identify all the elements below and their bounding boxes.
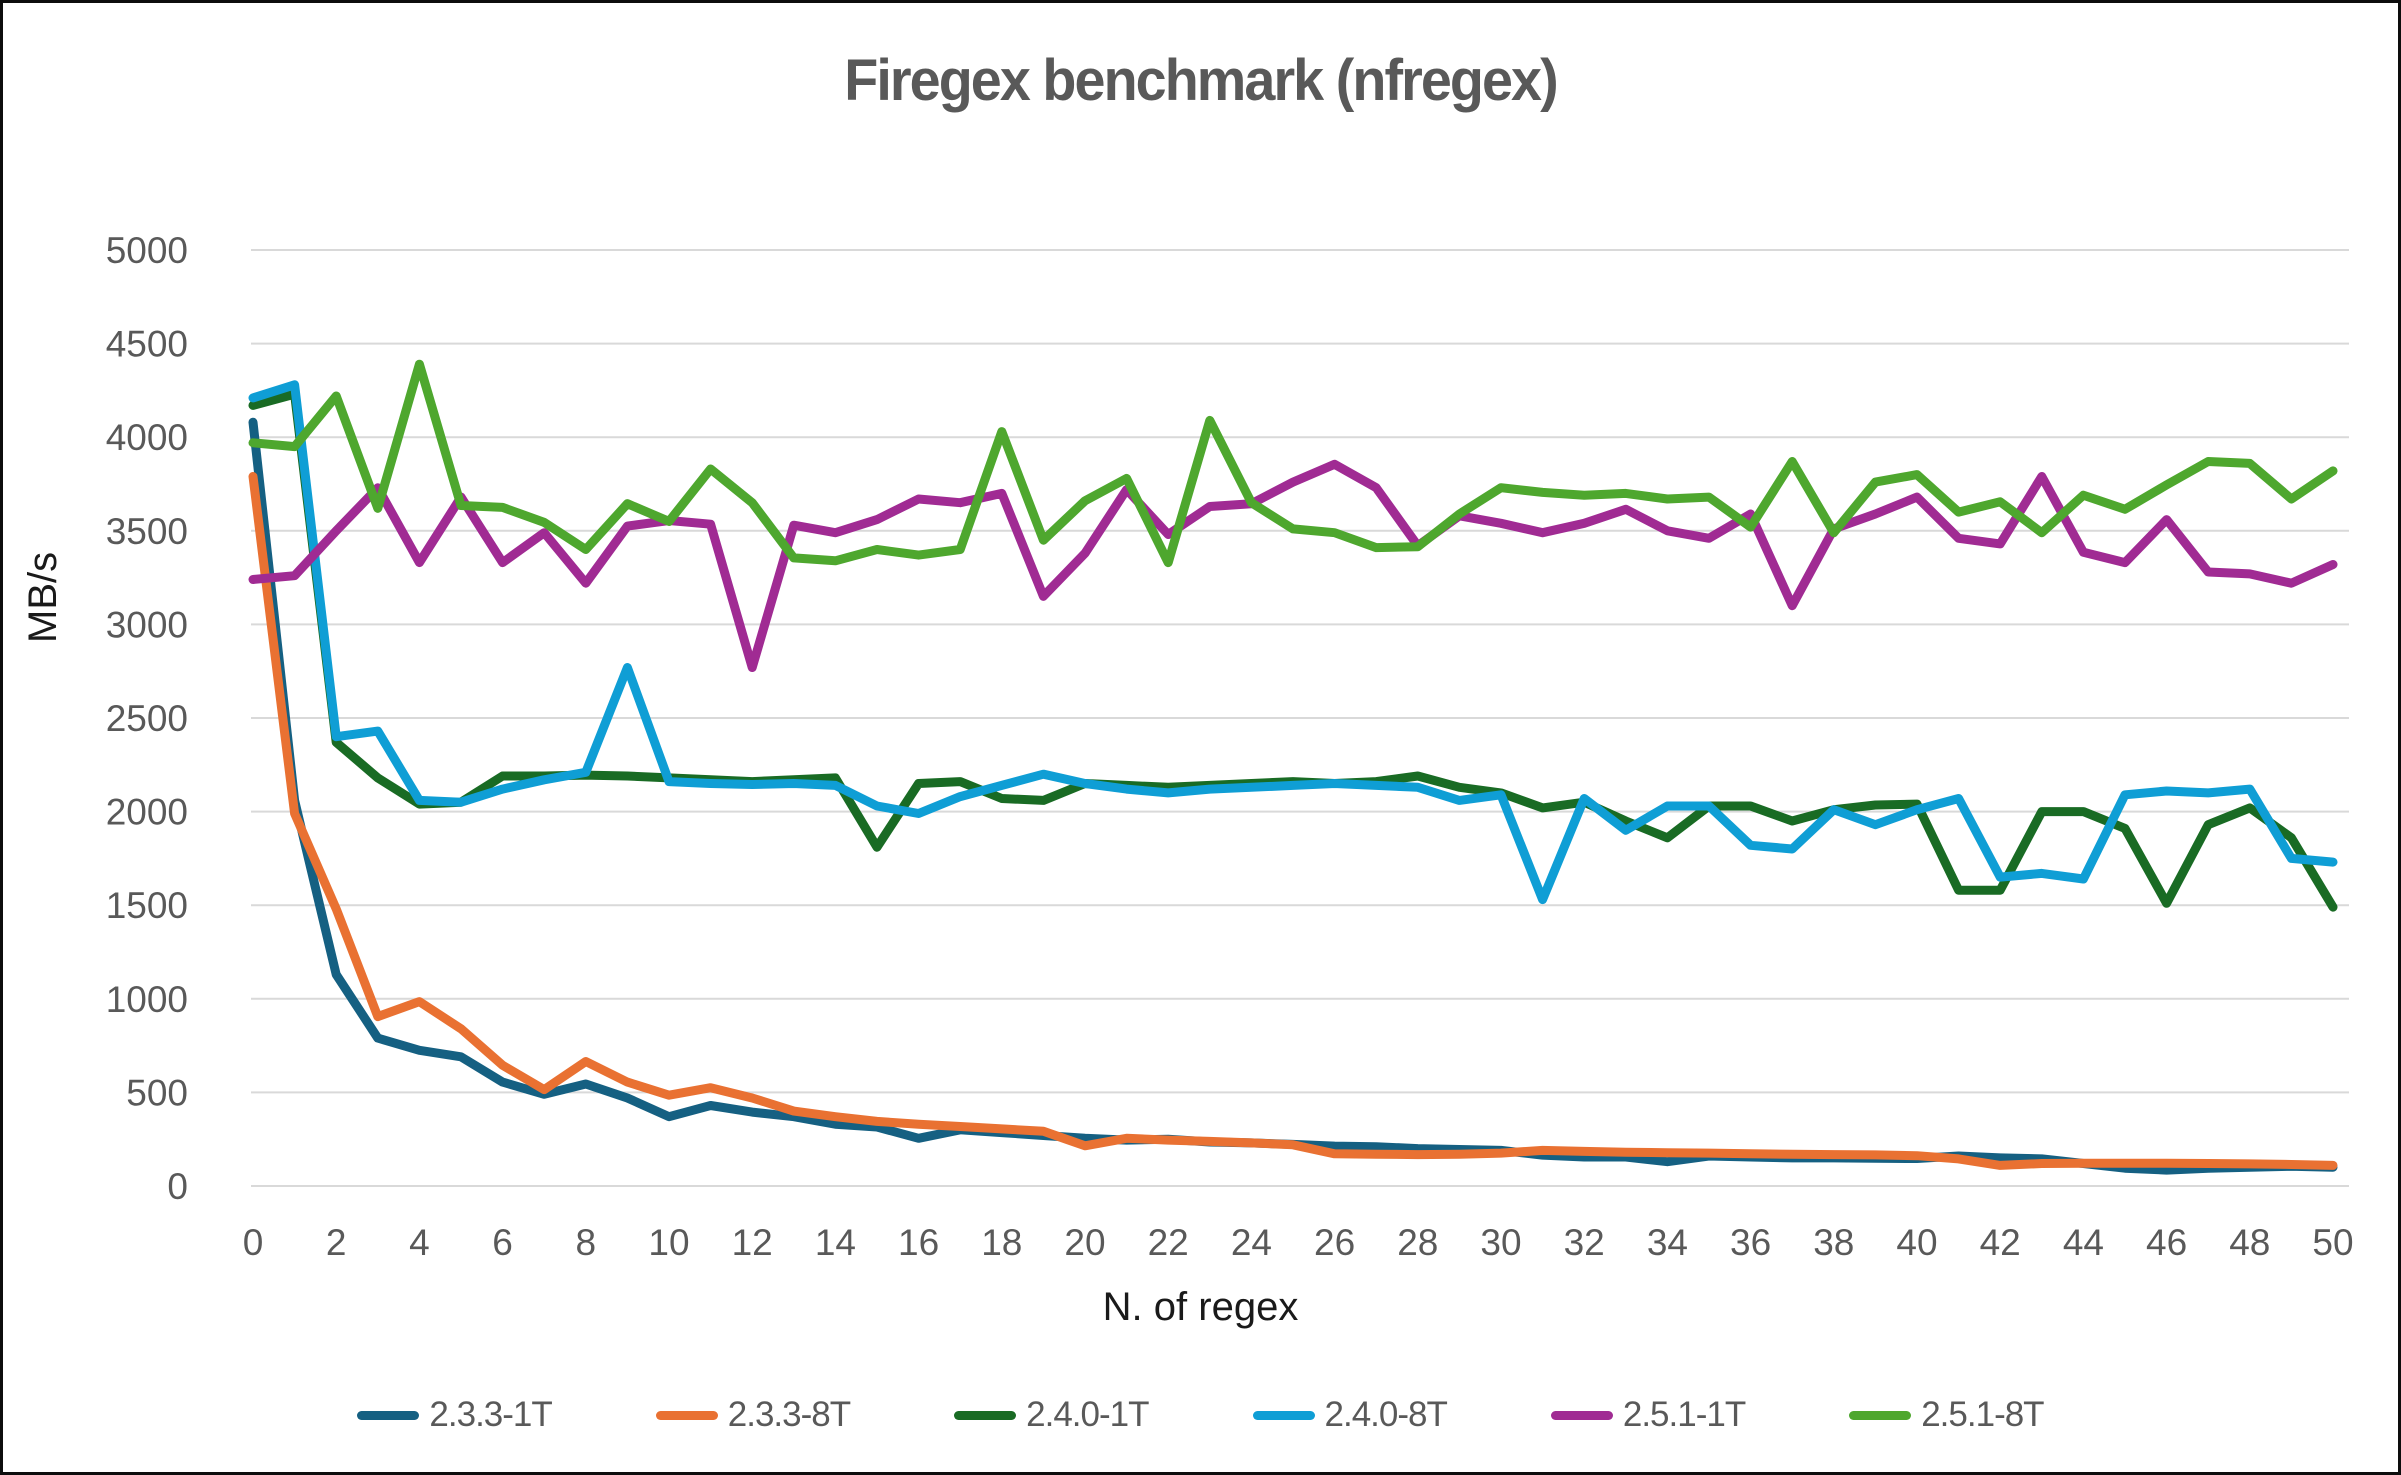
legend-label-2.3.3-8T: 2.3.3-8T [727,1395,851,1434]
legend-swatch-2.4.0-8T [1252,1410,1315,1420]
x-tick-38: 38 [1813,1222,1854,1263]
x-tick-16: 16 [898,1222,939,1263]
series-line-2.5.1-1T [248,459,2338,672]
series-line-2.3.3-8T [248,472,2338,1170]
legend-label-2.3.3-1T: 2.3.3-1T [429,1395,552,1434]
x-tick-20: 20 [1064,1222,1105,1263]
y-tick-0: 0 [167,1166,188,1207]
x-tick-30: 30 [1480,1222,1521,1263]
x-tick-32: 32 [1564,1222,1605,1263]
x-tick-44: 44 [2063,1222,2104,1263]
legend-swatch-2.4.0-1T [954,1410,1017,1420]
legend-swatch-2.3.3-8T [655,1410,718,1420]
x-tick-22: 22 [1148,1222,1189,1263]
x-tick-40: 40 [1896,1222,1937,1263]
legend-swatch-2.5.1-1T [1550,1410,1613,1420]
y-tick-500: 500 [126,1072,188,1113]
x-axis-title: N. of regex [1102,1285,1299,1329]
legend-label-2.4.0-8T: 2.4.0-8T [1324,1395,1448,1434]
y-tick-3500: 3500 [106,511,188,552]
plot-area: 0500100015002000250030003500400045005000… [106,230,2354,1263]
legend-item-2.5.1-8T: 2.5.1-8T [1849,1395,2045,1435]
y-tick-2500: 2500 [106,698,188,739]
series-line-2.4.0-8T [248,380,2338,905]
legend-swatch-2.5.1-8T [1849,1410,1912,1420]
y-tick-2000: 2000 [106,792,188,833]
legend-item-2.3.3-1T: 2.3.3-1T [357,1395,553,1435]
x-tick-34: 34 [1647,1222,1688,1263]
legend-label-2.5.1-8T: 2.5.1-8T [1921,1395,2044,1434]
x-tick-26: 26 [1314,1222,1355,1263]
x-tick-46: 46 [2146,1222,2187,1263]
legend-item-2.5.1-1T: 2.5.1-1T [1550,1395,1746,1435]
x-tick-36: 36 [1730,1222,1771,1263]
x-tick-12: 12 [732,1222,773,1263]
x-tick-0: 0 [243,1222,264,1263]
x-tick-42: 42 [1980,1222,2021,1263]
legend-item-2.4.0-8T: 2.4.0-8T [1252,1395,1448,1435]
legend-label-2.4.0-1T: 2.4.0-1T [1026,1395,1149,1434]
y-tick-1500: 1500 [106,885,188,926]
legend-item-2.4.0-1T: 2.4.0-1T [954,1395,1150,1435]
x-tick-labels: 0 2 4 6 8 10 12 14 16 18 20 22 24 26 28 30 32 34 36 38 40 42 4… [243,1222,2354,1263]
y-tick-4000: 4000 [106,417,188,458]
x-tick-4: 4 [409,1222,430,1263]
x-tick-14: 14 [815,1222,856,1263]
x-tick-10: 10 [648,1222,689,1263]
legend-swatch-2.3.3-1T [357,1410,420,1420]
x-tick-48: 48 [2229,1222,2270,1263]
x-tick-24: 24 [1231,1222,1272,1263]
series-lines [248,359,2338,1175]
x-tick-50: 50 [2312,1222,2353,1263]
y-tick-4500: 4500 [106,324,188,365]
series-line-2.4.0-1T [248,389,2338,912]
chart-title: Firegex benchmark (nfregex) [844,48,1558,113]
x-tick-28: 28 [1397,1222,1438,1263]
x-tick-8: 8 [576,1222,597,1263]
x-tick-18: 18 [981,1222,1022,1263]
x-tick-6: 6 [492,1222,513,1263]
legend-label-2.5.1-1T: 2.5.1-1T [1622,1395,1746,1434]
series-line-2.5.1-8T [248,359,2338,568]
legend-item-2.3.3-8T: 2.3.3-8T [655,1395,851,1435]
y-tick-labels: 0 500 1000 1500 2000 2500 3000 3500 4000 4500 5000 [106,230,188,1207]
y-tick-5000: 5000 [106,230,188,271]
y-tick-3000: 3000 [106,604,188,645]
gridlines [251,249,2349,1187]
y-tick-1000: 1000 [106,979,188,1020]
x-tick-2: 2 [326,1222,347,1263]
legend: 2.3.3-1T 2.3.3-8T 2.4.0-1T 2.4.0-8T 2.5.1-1T… [3,1395,2398,1435]
